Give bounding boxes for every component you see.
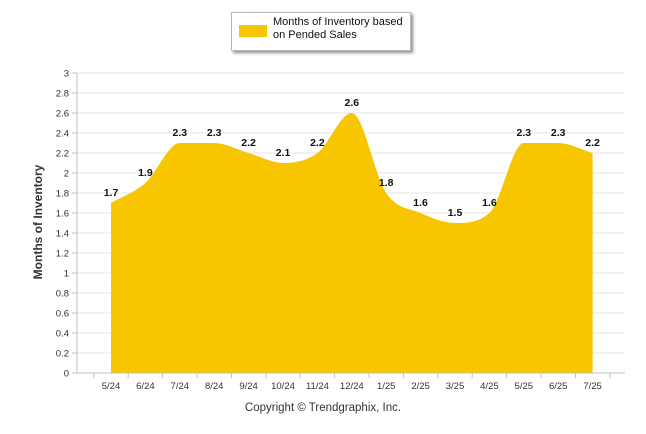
- data-label: 1.6: [482, 197, 497, 209]
- data-label: 2.3: [172, 127, 187, 139]
- y-axis-title: Months of Inventory: [31, 164, 45, 279]
- y-tick-label: 0.6: [56, 309, 69, 320]
- x-tick-label: 11/24: [306, 381, 329, 392]
- x-tick-label: 5/25: [515, 381, 534, 392]
- y-tick-labels: 0 0.2 0.4 0.6 0.8 1 1.2 1.4 1.6 1.8 2 2.2 2.4 2.6 2.8 3: [56, 69, 77, 380]
- y-tick-label: 1.8: [56, 189, 69, 200]
- data-label: 2.2: [585, 137, 600, 149]
- area-fill: [111, 113, 593, 373]
- area-chart: 0 0.2 0.4 0.6 0.8 1 1.2 1.4 1.6 1.8 2 2.2 2.4 2.6 2.8 3…: [31, 69, 625, 392]
- y-tick-label: 1.2: [56, 249, 69, 260]
- data-label: 2.2: [310, 137, 325, 149]
- y-tick-label: 2.2: [56, 149, 69, 160]
- data-label: 2.2: [241, 137, 256, 149]
- y-tick-label: 1: [64, 269, 69, 280]
- chart-legend: Months of Inventory based on Pended Sale…: [231, 12, 411, 51]
- data-labels: 1.7 1.9 2.3 2.3 2.2 2.1 2.2 2.6 1.8 1.6 1.5 1.6 2.3 2…: [104, 97, 600, 219]
- legend-label: Months of Inventory based on Pended Sale…: [273, 16, 403, 41]
- y-tick-label: 1.4: [56, 229, 69, 240]
- copyright-footer: Copyright © Trendgraphix, Inc.: [244, 402, 402, 414]
- x-tick-label: 10/24: [271, 381, 295, 392]
- y-tick-label: 1.6: [56, 209, 69, 220]
- x-tick-label: 1/25: [377, 381, 396, 392]
- x-tick-label: 2/25: [411, 381, 430, 392]
- y-tick-label: 3: [64, 69, 69, 80]
- data-label: 2.3: [207, 127, 222, 139]
- data-label: 1.9: [138, 167, 153, 179]
- x-tick-label: 3/25: [446, 381, 465, 392]
- y-tick-label: 0: [64, 369, 69, 380]
- x-tick-label: 5/24: [102, 381, 121, 392]
- x-tick-label: 9/24: [239, 381, 258, 392]
- data-label: 2.6: [344, 97, 359, 109]
- y-tick-label: 2.8: [56, 89, 69, 100]
- y-tick-label: 2.4: [56, 129, 69, 140]
- y-tick-label: 2: [64, 169, 69, 180]
- data-label: 2.3: [516, 127, 531, 139]
- y-tick-label: 0.4: [56, 329, 69, 340]
- axes: [76, 73, 625, 374]
- data-label: 1.5: [448, 207, 463, 219]
- area-series: [111, 113, 593, 373]
- x-tick-label: 4/25: [480, 381, 499, 392]
- x-tick-label: 7/24: [171, 381, 190, 392]
- data-label: 1.8: [379, 177, 394, 189]
- data-label: 1.6: [413, 197, 428, 209]
- data-label: 2.3: [551, 127, 566, 139]
- x-tick-label: 6/25: [549, 381, 568, 392]
- x-tick-label: 8/24: [205, 381, 224, 392]
- y-tick-label: 0.2: [56, 349, 69, 360]
- x-tick-label: 7/25: [583, 381, 602, 392]
- data-label: 2.1: [276, 147, 291, 159]
- y-tick-label: 0.8: [56, 289, 69, 300]
- x-tick-labels: 5/24 6/24 7/24 8/24 9/24 10/24 11/24 12/24 1/25 2…: [93, 373, 611, 392]
- data-label: 1.7: [104, 187, 119, 199]
- x-tick-label: 6/24: [136, 381, 155, 392]
- x-tick-label: 12/24: [340, 381, 364, 392]
- legend-swatch: [239, 25, 267, 37]
- y-tick-label: 2.6: [56, 109, 69, 120]
